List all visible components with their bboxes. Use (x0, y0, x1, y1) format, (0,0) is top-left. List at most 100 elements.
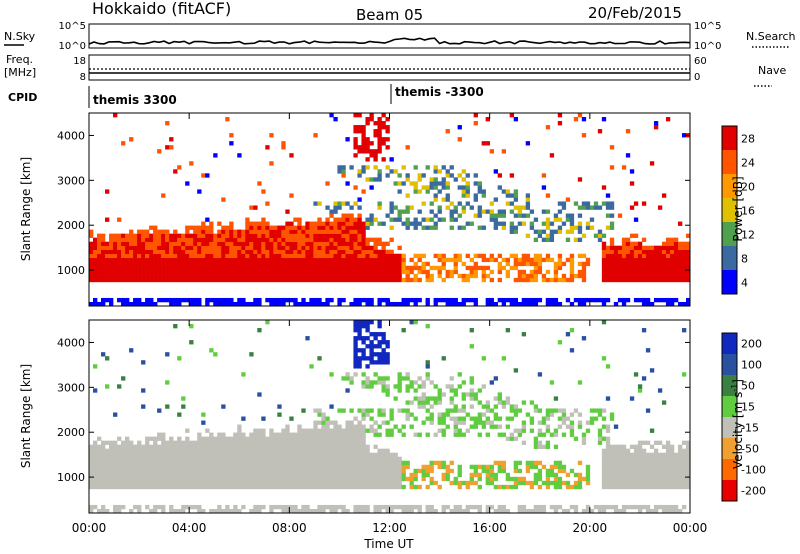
power-cell (117, 245, 122, 251)
velocity-cell (173, 484, 178, 490)
power-cell (189, 265, 194, 271)
velocity-cell (449, 396, 454, 401)
power-cell (633, 233, 639, 238)
velocity-cell (309, 464, 314, 470)
velocity-cell (305, 440, 310, 445)
power-cell (425, 225, 430, 230)
velocity-cell (329, 456, 334, 462)
velocity-cell (177, 468, 182, 474)
power-cell (137, 229, 142, 234)
power-cell (353, 145, 358, 150)
power-cell (289, 269, 294, 275)
power-cell (305, 301, 310, 307)
power-cell (637, 273, 643, 279)
velocity-cell (121, 456, 126, 462)
power-cell (301, 277, 306, 283)
velocity-cell (217, 444, 222, 449)
power-cell (569, 265, 575, 271)
power-cell (565, 217, 571, 222)
power-cell (581, 301, 587, 307)
velocity-cell (641, 456, 647, 462)
velocity-cell (353, 340, 358, 345)
power-cell (385, 117, 390, 122)
power-cell (161, 249, 166, 255)
power-cell (341, 253, 346, 259)
velocity-cell (341, 468, 346, 474)
power-cell (617, 249, 623, 255)
power-cell (349, 301, 354, 307)
velocity-cell (101, 504, 106, 510)
power-cell (249, 233, 254, 238)
power-cell (685, 265, 691, 271)
power-cell (557, 253, 563, 259)
power-cell (309, 253, 314, 259)
power-cell (601, 117, 607, 122)
velocity-cell (413, 380, 418, 385)
velocity-cell (249, 436, 254, 441)
velocity-cell (329, 480, 334, 486)
power-cell (649, 273, 655, 279)
power-cell (541, 221, 547, 226)
velocity-cell (121, 468, 126, 474)
freq-frame (88, 54, 691, 81)
velocity-cell (297, 436, 302, 441)
velocity-cell (325, 476, 330, 482)
velocity-cell (205, 436, 210, 441)
velocity-cell (385, 468, 390, 474)
power-cell (529, 269, 535, 275)
velocity-cell (617, 508, 623, 514)
velocity-cell (165, 444, 170, 449)
power-cell (281, 241, 286, 246)
velocity-cell (453, 476, 458, 482)
velocity-cell (221, 480, 226, 486)
power-cell (209, 237, 214, 242)
power-cell (161, 253, 166, 259)
velocity-cell (189, 340, 194, 345)
velocity-cell (369, 416, 374, 421)
power-cell (193, 297, 198, 303)
velocity-cell (217, 436, 222, 441)
velocity-cell (417, 504, 422, 510)
power-cell (661, 261, 667, 267)
velocity-cell (641, 464, 647, 470)
power-cell (497, 213, 502, 218)
velocity-cell (409, 380, 414, 385)
velocity-cell (169, 468, 174, 474)
power-cell (229, 225, 234, 230)
velocity-cell (469, 464, 474, 470)
power-cell (657, 277, 663, 283)
velocity-cell (381, 456, 386, 462)
velocity-cell (161, 472, 166, 478)
velocity-cell (453, 424, 458, 429)
velocity-cell (353, 456, 358, 462)
velocity-cell (213, 436, 218, 441)
power-cell (469, 269, 474, 275)
velocity-cell (125, 460, 130, 466)
power-cell (173, 241, 178, 246)
power-cell (277, 273, 282, 279)
power-cell (381, 113, 386, 118)
velocity-cell (641, 328, 647, 333)
power-cell (109, 265, 114, 271)
velocity-cell (185, 460, 190, 466)
power-cell (365, 277, 370, 283)
power-cell (449, 301, 454, 307)
power-cell (353, 265, 358, 271)
power-cell (301, 225, 306, 230)
velocity-cell (117, 484, 122, 490)
power-cell (365, 261, 370, 267)
power-cell (609, 145, 615, 150)
power-cell (333, 241, 338, 246)
velocity-cell (653, 484, 659, 490)
velocity-cell (649, 452, 655, 458)
velocity-cell (277, 484, 282, 490)
velocity-cell (337, 460, 342, 466)
power-cell (633, 245, 639, 251)
velocity-cell (141, 388, 146, 393)
power-cell (293, 273, 298, 279)
velocity-cell (189, 504, 194, 510)
velocity-cell (569, 504, 575, 510)
velocity-cell (609, 412, 615, 417)
velocity-cell (537, 508, 543, 514)
power-cell (661, 253, 667, 259)
